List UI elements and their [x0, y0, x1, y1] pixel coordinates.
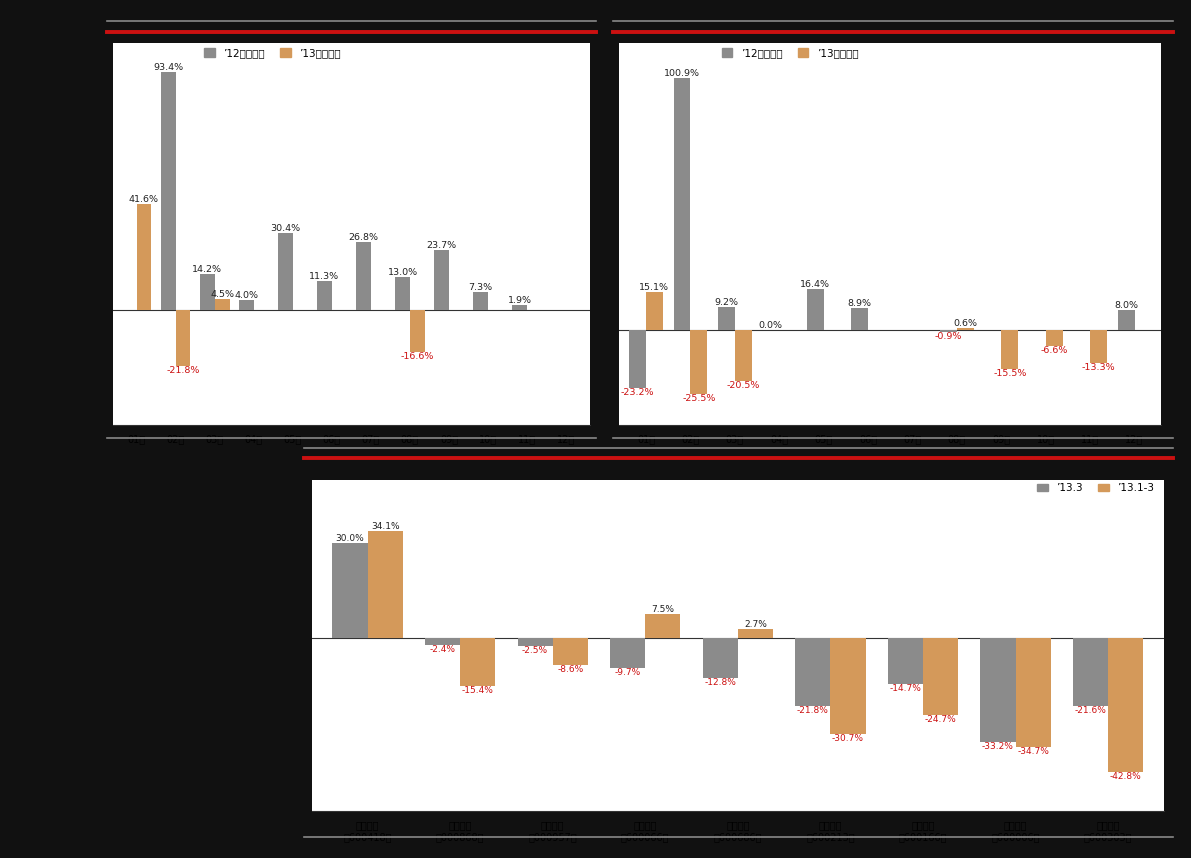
- Text: -0.9%: -0.9%: [935, 332, 962, 341]
- Bar: [1073, 637, 1108, 706]
- Text: -15.4%: -15.4%: [462, 686, 493, 695]
- Bar: [852, 308, 868, 329]
- Bar: [1046, 329, 1062, 347]
- Text: 41.6%: 41.6%: [129, 196, 158, 204]
- Bar: [368, 530, 403, 637]
- Bar: [629, 329, 646, 388]
- Text: -33.2%: -33.2%: [983, 742, 1014, 752]
- Text: -21.6%: -21.6%: [1074, 706, 1106, 715]
- Bar: [674, 78, 691, 329]
- Bar: [806, 289, 824, 329]
- Legend: ’12同比增长, ’13同比增长: ’12同比增长, ’13同比增长: [204, 48, 341, 58]
- Text: 100.9%: 100.9%: [663, 69, 700, 78]
- Text: 13.0%: 13.0%: [387, 268, 418, 277]
- Bar: [161, 72, 175, 311]
- Bar: [200, 274, 214, 311]
- Legend: ’12同比增长, ’13同比增长: ’12同比增长, ’13同比增长: [722, 48, 859, 58]
- Text: -16.6%: -16.6%: [400, 353, 434, 361]
- Text: 11.3%: 11.3%: [310, 272, 339, 281]
- Bar: [610, 637, 646, 668]
- Text: 4.0%: 4.0%: [235, 291, 258, 300]
- Text: 34.1%: 34.1%: [370, 522, 399, 530]
- Text: 9.2%: 9.2%: [715, 298, 738, 307]
- Bar: [473, 292, 488, 311]
- Text: -21.8%: -21.8%: [797, 706, 829, 716]
- Text: 1.9%: 1.9%: [507, 296, 531, 305]
- Bar: [738, 629, 773, 637]
- Bar: [410, 311, 425, 353]
- Bar: [691, 329, 707, 394]
- Text: 23.7%: 23.7%: [426, 241, 456, 250]
- Text: -25.5%: -25.5%: [682, 394, 716, 402]
- Bar: [175, 311, 191, 366]
- Text: -42.8%: -42.8%: [1110, 772, 1141, 782]
- Text: -34.7%: -34.7%: [1017, 747, 1049, 756]
- Bar: [317, 281, 332, 311]
- Text: -24.7%: -24.7%: [924, 716, 956, 724]
- Bar: [214, 299, 230, 311]
- Text: 8.0%: 8.0%: [1114, 301, 1139, 310]
- Bar: [940, 329, 956, 332]
- Bar: [796, 637, 830, 706]
- Bar: [703, 637, 738, 678]
- Text: 14.2%: 14.2%: [192, 265, 223, 274]
- Text: 8.9%: 8.9%: [848, 299, 872, 308]
- Bar: [553, 637, 588, 665]
- Text: 26.8%: 26.8%: [349, 233, 379, 242]
- Bar: [1016, 637, 1050, 747]
- Text: -14.7%: -14.7%: [890, 684, 922, 693]
- Text: -20.5%: -20.5%: [727, 381, 760, 390]
- Text: -2.4%: -2.4%: [430, 645, 455, 655]
- Text: -6.6%: -6.6%: [1041, 347, 1068, 355]
- Text: 2.7%: 2.7%: [744, 620, 767, 629]
- Text: 0.6%: 0.6%: [953, 319, 978, 329]
- Text: 93.4%: 93.4%: [154, 63, 183, 72]
- Bar: [460, 637, 495, 686]
- Bar: [980, 637, 1016, 742]
- Text: 4.5%: 4.5%: [210, 290, 235, 299]
- Bar: [425, 637, 460, 645]
- Bar: [1117, 310, 1135, 329]
- Text: -23.2%: -23.2%: [621, 388, 654, 396]
- Bar: [395, 277, 410, 311]
- Text: 7.5%: 7.5%: [651, 605, 674, 614]
- Bar: [332, 543, 368, 637]
- Text: -8.6%: -8.6%: [557, 665, 584, 674]
- Text: -2.5%: -2.5%: [522, 645, 548, 655]
- Text: -9.7%: -9.7%: [615, 668, 641, 677]
- Bar: [518, 637, 553, 645]
- Text: -12.8%: -12.8%: [704, 678, 736, 687]
- Legend: ’13.3, ’13.1-3: ’13.3, ’13.1-3: [1034, 479, 1159, 498]
- Bar: [239, 300, 254, 311]
- Text: 16.4%: 16.4%: [800, 280, 830, 289]
- Text: -30.7%: -30.7%: [833, 734, 863, 743]
- Text: 7.3%: 7.3%: [468, 282, 493, 292]
- Bar: [512, 305, 528, 311]
- Bar: [830, 637, 866, 734]
- Bar: [887, 637, 923, 684]
- Text: 30.0%: 30.0%: [336, 535, 364, 543]
- Text: 30.4%: 30.4%: [270, 224, 300, 233]
- Bar: [435, 250, 449, 311]
- Bar: [1002, 329, 1018, 369]
- Text: -13.3%: -13.3%: [1081, 363, 1116, 372]
- Text: -15.5%: -15.5%: [993, 369, 1027, 378]
- Bar: [646, 293, 663, 329]
- Bar: [923, 637, 958, 716]
- Bar: [718, 307, 735, 329]
- Text: 0.0%: 0.0%: [759, 321, 782, 329]
- Text: -21.8%: -21.8%: [167, 366, 200, 375]
- Bar: [278, 233, 293, 311]
- Bar: [356, 242, 370, 311]
- Bar: [735, 329, 752, 381]
- Bar: [137, 204, 151, 311]
- Text: 15.1%: 15.1%: [640, 283, 669, 293]
- Bar: [1090, 329, 1108, 363]
- Bar: [1108, 637, 1143, 772]
- Bar: [646, 614, 680, 637]
